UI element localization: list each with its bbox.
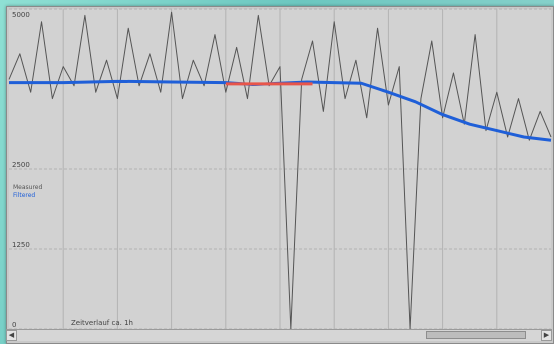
- left-arrow-icon[interactable]: ◀: [6, 330, 17, 341]
- legend-measured: Measured: [13, 184, 43, 191]
- right-arrow-icon[interactable]: ▶: [541, 330, 552, 341]
- line-chart: 5000 2500 1250 0 Measured Filtered Zeitverl…: [8, 8, 552, 330]
- chart-legend: Measured Filtered: [13, 184, 43, 199]
- y-tick-label: 0: [12, 321, 16, 329]
- chart-window: 5000 2500 1250 0 Measured Filtered Zeitverl…: [6, 6, 554, 344]
- horizontal-scrollbar[interactable]: ◀ ▶: [6, 329, 552, 341]
- y-tick-label: 2500: [12, 161, 30, 169]
- smoothed-signal-line: [9, 79, 552, 142]
- y-tick-label: 5000: [12, 11, 30, 19]
- y-tick-label: 1250: [12, 241, 30, 249]
- chart-grid: [9, 8, 551, 330]
- scroll-thumb[interactable]: [426, 331, 526, 339]
- smoothed-signal-series: [9, 79, 552, 142]
- legend-filtered: Filtered: [13, 192, 35, 199]
- y-axis-ticks: 5000 2500 1250 0: [12, 11, 30, 329]
- time-caption: Zeitverlauf ca. 1h: [71, 319, 133, 327]
